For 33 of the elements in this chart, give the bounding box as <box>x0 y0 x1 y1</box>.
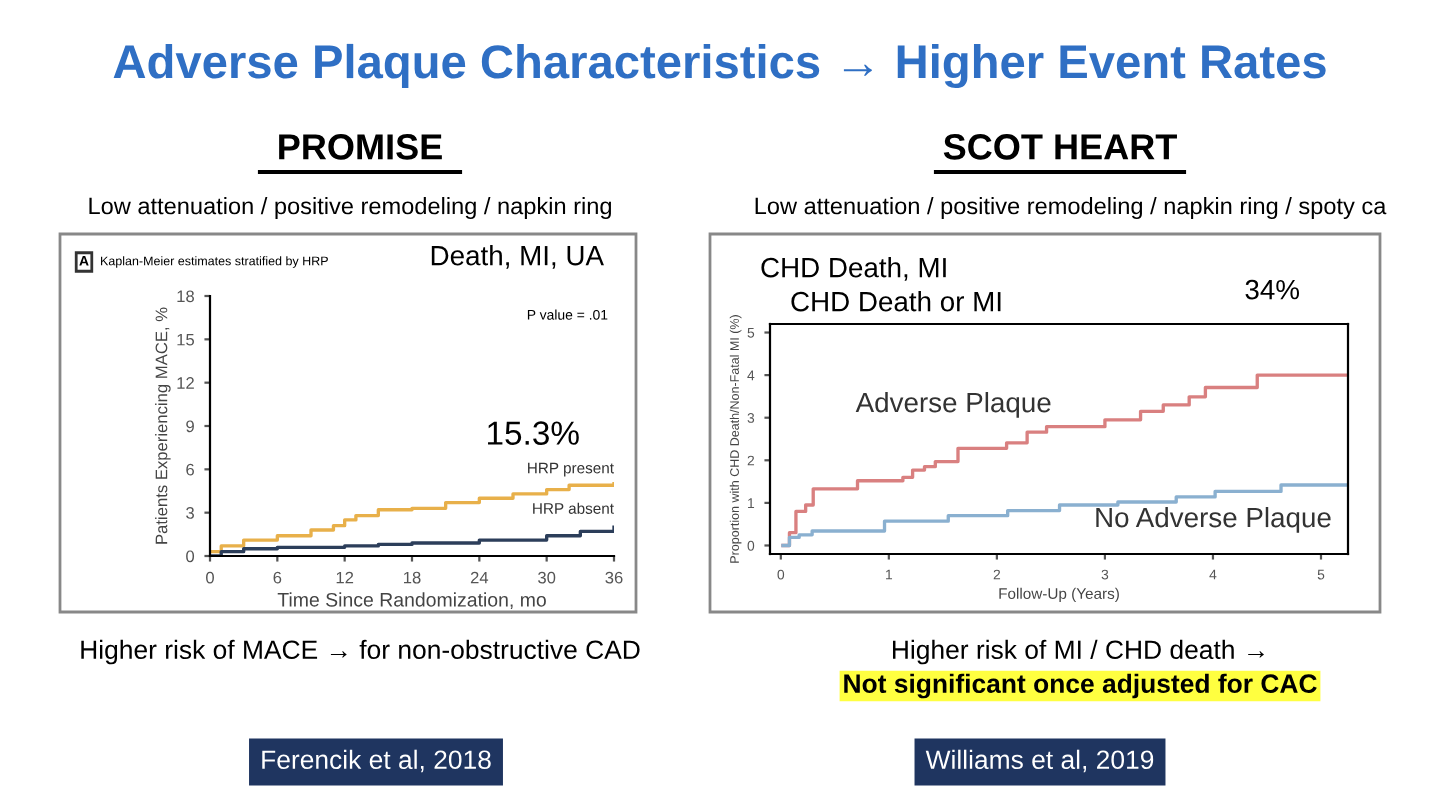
x-tick-label: 12 <box>336 571 354 584</box>
text: Death, MI, UA <box>431 245 604 269</box>
y-tick-label: 18 <box>177 290 194 303</box>
text: Higher risk of MI / CHD death → <box>893 639 1264 665</box>
text: 34% <box>1245 279 1300 300</box>
y-tick-label: 9 <box>186 420 194 433</box>
chart-title: SCOT HEART <box>943 134 1177 160</box>
chart-title: PROMISE <box>279 134 442 160</box>
chart-subtitle: Low attenuation / positive remodeling / napkin ring / spoty ca <box>755 197 1387 220</box>
x-tick-label: 24 <box>470 571 489 584</box>
text: CHD Death, MI <box>761 257 946 281</box>
text: CHD Death or MI <box>791 291 1001 312</box>
series-label: No Adverse Plaque <box>1096 506 1331 533</box>
y-tick-label: 0 <box>186 550 195 563</box>
x-axis-title: Time Since Randomization, mo <box>277 592 546 609</box>
y-tick-label: 15 <box>177 333 195 346</box>
x-tick-label: 36 <box>605 571 623 584</box>
series-label: Adverse Plaque <box>855 391 1051 418</box>
text: Higher risk of MACE → for non-obstructive CAD <box>81 639 640 665</box>
text: Ferencik et al, 2018 <box>262 749 491 773</box>
x-tick-label: 6 <box>273 571 282 584</box>
chart-subtitle: Low attenuation / positive remodeling / napkin ring <box>89 197 611 220</box>
text: Williams et al, 2019 <box>925 749 1154 773</box>
x-tick-label: 18 <box>404 571 421 584</box>
x-tick-label: 30 <box>538 571 556 584</box>
y-tick-label: 6 <box>186 463 194 476</box>
annotation: 15.3% <box>488 421 579 445</box>
y-axis-title: Patients Experiencing MACE, % <box>155 307 171 544</box>
y-tick-label: 3 <box>186 507 194 519</box>
x-tick-label: 0 <box>206 571 214 584</box>
text: Not significant once adjusted for CAC <box>844 673 1317 699</box>
y-tick-label: 12 <box>177 377 194 389</box>
text: Adverse Plaque Characteristics → Higher Event Rates <box>113 43 1326 89</box>
